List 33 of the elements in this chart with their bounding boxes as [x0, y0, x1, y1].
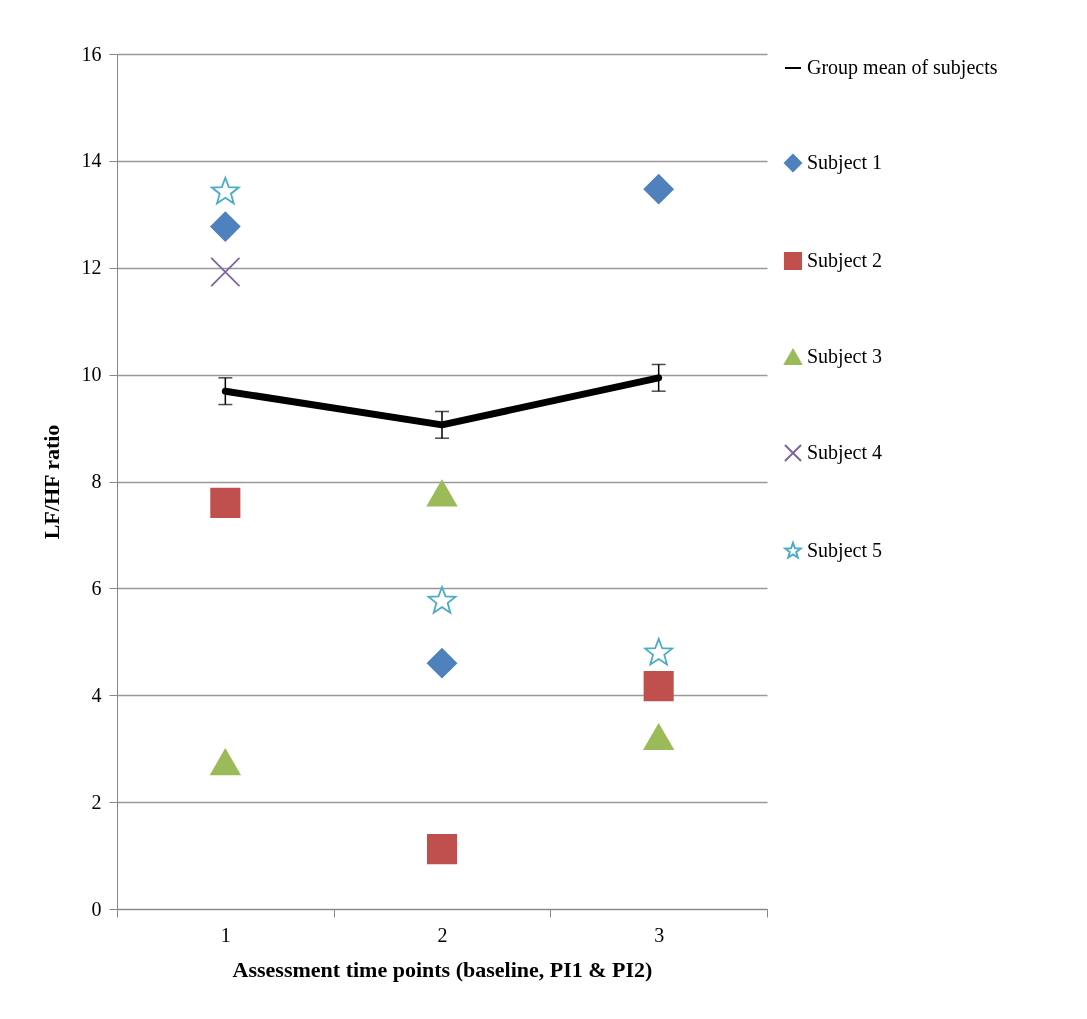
- legend-label: Subject 1: [807, 151, 882, 174]
- x-tick-label: 1: [220, 923, 231, 946]
- point: [210, 748, 241, 776]
- legend-label: Subject 2: [807, 249, 882, 272]
- y-tick-label: 14: [81, 149, 102, 172]
- legend-label: Subject 3: [807, 345, 882, 368]
- point: [426, 480, 458, 507]
- point: [426, 834, 458, 865]
- x-tick-label: 2: [437, 923, 448, 946]
- point: [427, 586, 457, 614]
- point: [643, 671, 674, 702]
- y-axis-title: LF/HF ratio: [38, 424, 64, 540]
- y-tick-label: 12: [81, 256, 102, 279]
- y-tick-label: 0: [91, 897, 102, 920]
- y-tick-label: 6: [91, 576, 102, 599]
- legend-label: Subject 4: [807, 441, 882, 464]
- y-tick-label: 8: [91, 470, 102, 492]
- legend-label: Group mean of subjects: [807, 56, 998, 79]
- x-axis-title: Assessment time points (baseline, PI1 & PI2): [232, 956, 653, 982]
- y-tick-label: 4: [91, 683, 102, 706]
- point: [643, 723, 674, 751]
- point: [426, 648, 458, 679]
- point: [210, 487, 241, 518]
- x-tick-label: 3: [654, 923, 665, 946]
- point: [643, 174, 674, 205]
- point: [210, 256, 241, 288]
- point: [210, 176, 240, 205]
- point: [210, 211, 241, 242]
- point: [644, 637, 674, 666]
- legend-label: Subject 5: [807, 539, 882, 562]
- y-tick-label: 2: [91, 790, 102, 813]
- y-tick-label: 16: [81, 42, 102, 65]
- y-tick-label: 10: [81, 363, 102, 386]
